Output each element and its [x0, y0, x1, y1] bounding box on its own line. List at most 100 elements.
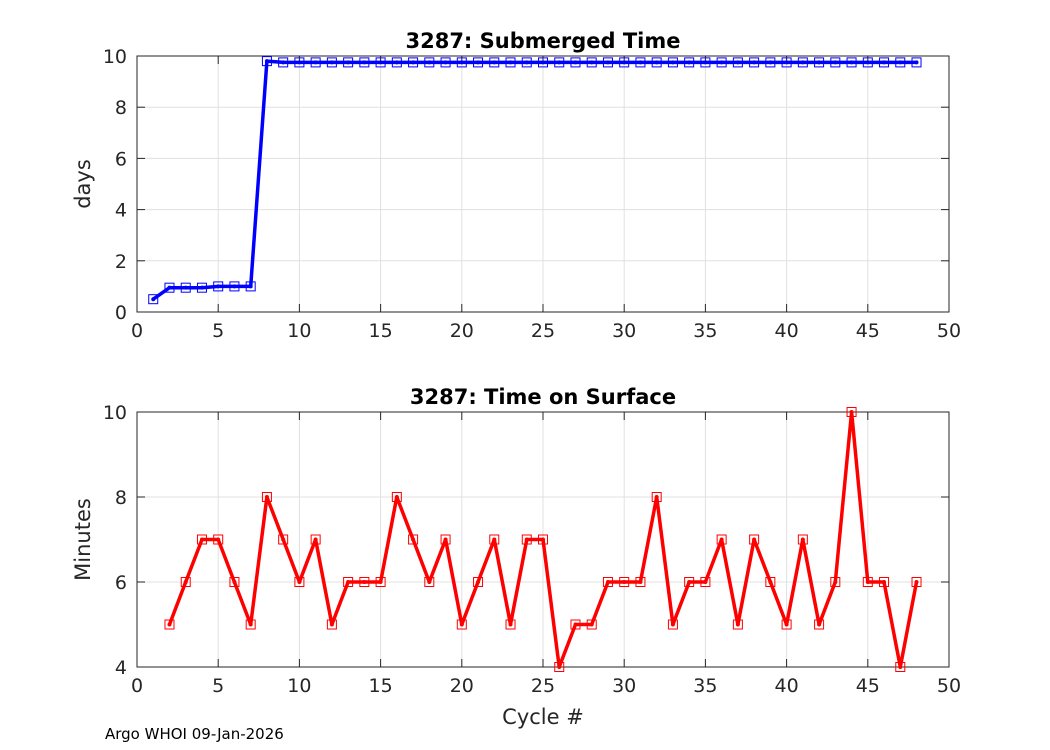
- chart1-data-point: [473, 57, 484, 68]
- chart2-data-point: [294, 577, 305, 587]
- chart1-data-point-dot: [882, 60, 887, 65]
- chart1-data-point: [651, 57, 662, 68]
- chart2-data-point-dot: [411, 537, 416, 542]
- chart2-data-point-dot: [605, 580, 610, 584]
- chart1-data-point: [375, 57, 386, 68]
- chart2-data-point: [278, 534, 289, 545]
- chart1-data-point-dot: [557, 60, 562, 65]
- chart2-data-point-dot: [232, 580, 237, 584]
- chart1-data-point: [148, 294, 159, 305]
- chart2-data-point: [456, 619, 467, 630]
- chart1-data-point-dot: [476, 60, 481, 65]
- chart2-data-point-dot: [719, 537, 724, 542]
- chart1-data-point-dot: [703, 60, 708, 65]
- chart2-data-point-dot: [524, 537, 529, 542]
- chart1-data-point: [911, 57, 922, 68]
- chart2-y-tick-label: 10: [103, 402, 127, 424]
- chart2-title: 3287: Time on Surface: [410, 385, 676, 409]
- chart2-data-point-dot: [735, 622, 740, 627]
- chart2-data-point-dot: [638, 580, 643, 584]
- footer-credit: Argo WHOI 09-Jan-2026: [105, 725, 284, 743]
- chart2-data-point: [408, 534, 419, 545]
- chart1-data-point-dot: [346, 60, 351, 65]
- chart1-data-point-dot: [622, 60, 627, 65]
- chart2-data-point-dot: [443, 537, 448, 542]
- chart1-data-point: [700, 57, 711, 68]
- chart2-data-point: [911, 577, 922, 587]
- chart1-data-point: [684, 57, 695, 68]
- chart1-data-point-dot: [362, 60, 367, 65]
- chart2-x-tick-label: 40: [775, 675, 799, 697]
- chart2-x-tick-label: 15: [369, 675, 393, 697]
- chart2-data-point-dot: [557, 665, 562, 669]
- chart2-data-point: [651, 492, 662, 502]
- chart1-data-point-dot: [443, 60, 448, 65]
- chart1-data-point-dot: [849, 60, 854, 65]
- chart1-x-tick-label: 50: [937, 320, 961, 342]
- chart1-data-point: [229, 281, 240, 292]
- chart2-y-tick-label: 8: [115, 487, 127, 509]
- chart1-x-tick-label: 15: [369, 320, 393, 342]
- chart2-data-point-dot: [492, 537, 497, 542]
- chart1-y-tick-label: 10: [103, 46, 127, 68]
- chart1-y-axis-label: days: [71, 159, 95, 209]
- chart2-data-point: [440, 534, 451, 545]
- chart1-data-point: [294, 57, 305, 68]
- chart1-data-point-dot: [508, 60, 513, 65]
- chart2-data-point-dot: [297, 580, 302, 584]
- chart2-data-point: [846, 407, 857, 417]
- chart2-data-point: [521, 534, 532, 545]
- chart2-data-point: [424, 577, 435, 587]
- chart2-data-point: [765, 577, 776, 587]
- chart1-data-point-dot: [297, 60, 302, 65]
- chart1-data-point-dot: [719, 60, 724, 65]
- chart1-y-tick-label: 0: [115, 302, 127, 324]
- chart1-x-tick-label: 20: [450, 320, 474, 342]
- chart1-y-tick-label: 4: [115, 200, 127, 222]
- chart1-data-point: [196, 282, 207, 293]
- chart1-data-point: [278, 57, 289, 68]
- chart2-data-point: [895, 662, 906, 672]
- chart2-data-point: [781, 619, 792, 630]
- chart1-data-point: [716, 57, 727, 68]
- chart2-data-point-dot: [362, 580, 367, 584]
- chart1-data-point: [391, 57, 402, 68]
- chart1-data-point-dot: [378, 60, 383, 65]
- chart2-data-point: [261, 492, 272, 502]
- chart2-x-axis-label: Cycle #: [502, 705, 584, 729]
- chart2-data-point-dot: [216, 537, 221, 542]
- chart1-data-point-dot: [411, 60, 416, 65]
- chart2-data-point-dot: [768, 580, 773, 584]
- chart2-data-point: [326, 619, 337, 630]
- chart1-data-point: [749, 57, 760, 68]
- chart1-data-point: [602, 57, 613, 68]
- chart2-data-point-dot: [784, 622, 789, 627]
- chart2-data-point-dot: [476, 580, 481, 584]
- chart1-data-point-dot: [898, 60, 903, 65]
- chart1-y-tick-label: 6: [115, 148, 127, 170]
- chart2-data-point-dot: [817, 622, 822, 627]
- chart1-data-point-dot: [183, 285, 188, 290]
- chart2-data-point: [343, 577, 354, 587]
- chart2-data-point: [489, 534, 500, 545]
- chart1-data-point: [440, 57, 451, 68]
- chart2-data-point: [700, 577, 711, 587]
- chart1-x-tick-label: 30: [612, 320, 636, 342]
- chart1-data-point: [424, 57, 435, 68]
- chart2-data-point-dot: [914, 580, 919, 584]
- chart1-data-point: [554, 57, 565, 68]
- chart1-x-tick-label: 25: [531, 320, 555, 342]
- chart2-data-point: [732, 619, 743, 630]
- chart2-data-point: [667, 619, 678, 630]
- chart2-x-tick-label: 10: [287, 675, 311, 697]
- chart1-data-point: [408, 57, 419, 68]
- chart2-data-point: [619, 577, 630, 587]
- chart1-data-point-dot: [394, 60, 399, 65]
- chart1-data-point: [797, 57, 808, 68]
- chart1-data-point-dot: [281, 60, 286, 65]
- chart1-data-point-dot: [427, 60, 432, 65]
- chart2-data-point-dot: [248, 622, 253, 627]
- chart2-data-point: [862, 577, 873, 587]
- chart2-data-point-dot: [865, 580, 870, 584]
